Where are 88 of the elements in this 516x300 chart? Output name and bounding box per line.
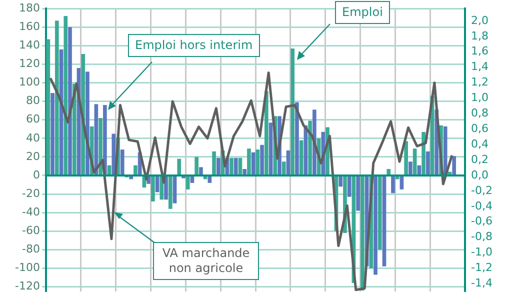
bar: [443, 126, 448, 175]
y2-tick-label: 0,8: [471, 106, 488, 120]
y2-tick-label: 0,6: [471, 122, 488, 135]
bar: [338, 176, 343, 187]
text: Emploi hors interim: [128, 34, 260, 57]
bar: [230, 158, 234, 175]
bar: [264, 91, 268, 175]
bar: [422, 132, 426, 175]
y2-tick-label: 1,6: [471, 44, 488, 58]
bar: [452, 156, 456, 175]
bar: [247, 148, 251, 175]
y2-tick-label: -1,4: [471, 276, 492, 290]
y-tick-label: 0: [33, 168, 40, 182]
bar: [400, 176, 404, 190]
y-tick-label: 180: [19, 1, 40, 14]
bar: [164, 176, 168, 200]
bar: [194, 156, 198, 175]
bar: [151, 176, 155, 202]
y-tick-label: -120: [15, 280, 40, 293]
bar: [134, 165, 138, 175]
bar: [260, 144, 264, 175]
y-tick-label: 60: [26, 112, 40, 126]
y2-tick-label: 0,0: [471, 168, 488, 182]
y-tick-label: -60: [22, 224, 40, 237]
y-tick-label: 80: [26, 94, 40, 108]
bar: [98, 118, 102, 175]
bar: [64, 16, 68, 175]
bar: [290, 48, 295, 175]
bar: [412, 148, 417, 175]
bar: [68, 27, 72, 175]
y-tick-label: 140: [19, 38, 40, 52]
y-tick-label: 40: [26, 131, 40, 144]
bar: [186, 176, 190, 190]
y-tick-label: -100: [15, 261, 40, 274]
bar: [268, 122, 273, 175]
y2-tick-label: 2,0: [471, 14, 488, 27]
bar: [295, 102, 299, 175]
y2-tick-label: 1,8: [471, 29, 488, 42]
bar: [172, 176, 177, 204]
y2-tick-label: 1,0: [471, 91, 488, 104]
bar: [120, 150, 124, 175]
y2-tick-label: -1,2: [471, 261, 492, 274]
text: Emploi: [335, 1, 390, 24]
y2-tick-label: 0,2: [471, 152, 488, 166]
bar: [54, 20, 59, 175]
y2-tick-label: -0,4: [471, 199, 492, 212]
bar: [112, 134, 116, 175]
bar: [103, 105, 107, 175]
y2-tick-label: 0,4: [471, 137, 488, 150]
bar: [216, 158, 220, 175]
bar: [299, 140, 304, 175]
bar: [408, 162, 412, 175]
y-tick-label: -40: [22, 205, 40, 218]
y-tick-label: -80: [22, 242, 40, 256]
y-tick-label: 160: [19, 20, 40, 34]
bar: [356, 176, 360, 211]
y2-tick-label: 1,4: [471, 60, 488, 74]
y-tick-label: 100: [19, 76, 40, 89]
bar: [286, 150, 290, 175]
text: VA marchande non agricole: [153, 242, 259, 280]
y-tick-label: 120: [19, 57, 40, 70]
y2-tick-label: -1,0: [471, 246, 492, 259]
bar: [386, 169, 391, 175]
bar: [308, 120, 312, 175]
bar: [404, 141, 408, 175]
y2-tick-label: -0,8: [471, 230, 492, 244]
y2-tick-label: 1,2: [471, 76, 488, 89]
bar: [256, 150, 260, 175]
bar: [378, 176, 382, 250]
bar: [391, 176, 395, 194]
y2-tick-label: -0,6: [471, 214, 492, 228]
bar: [212, 151, 216, 175]
bar: [282, 162, 286, 175]
y-tick-label: 20: [26, 150, 40, 163]
bar: [360, 176, 364, 290]
bar: [426, 151, 430, 175]
bar: [50, 92, 54, 175]
y2-tick-label: -0,2: [471, 184, 492, 197]
bar: [374, 176, 378, 275]
bar: [177, 158, 182, 175]
bar: [234, 158, 238, 175]
bar: [347, 176, 352, 197]
bar: [168, 176, 172, 209]
y-tick-label: -20: [22, 186, 40, 200]
bar: [199, 167, 203, 175]
bar: [242, 169, 247, 175]
bar: [46, 39, 50, 175]
bar: [382, 176, 386, 266]
